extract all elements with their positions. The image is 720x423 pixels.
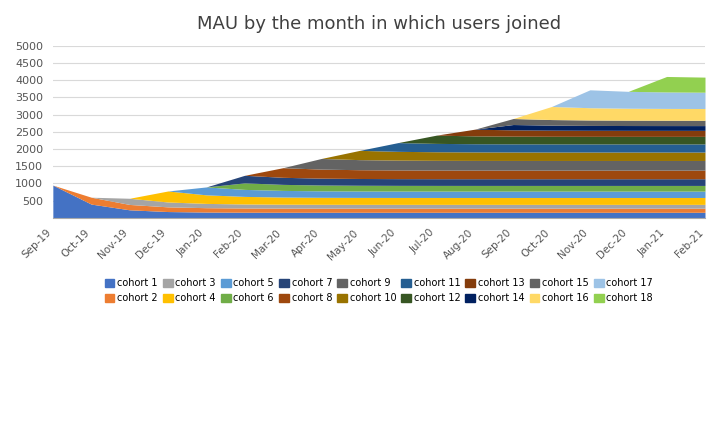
Legend: cohort 1, cohort 2, cohort 3, cohort 4, cohort 5, cohort 6, cohort 7, cohort 8, : cohort 1, cohort 2, cohort 3, cohort 4, … — [101, 274, 657, 307]
Title: MAU by the month in which users joined: MAU by the month in which users joined — [197, 15, 561, 33]
